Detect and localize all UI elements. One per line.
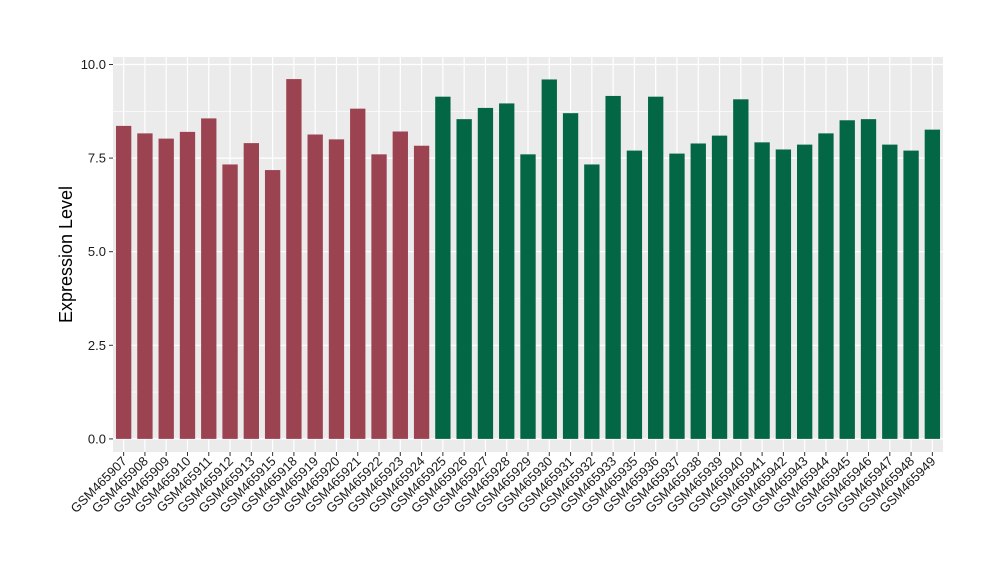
bar-GSM465946 [860,119,877,439]
bar-GSM465912 [222,164,238,439]
bar-GSM465923 [392,131,408,439]
bar-GSM465927 [477,107,494,439]
bar-GSM465930 [541,79,557,439]
bar-GSM465911 [201,118,217,439]
bar-GSM465931 [562,113,579,439]
bar-GSM465929 [520,154,536,439]
bars [115,79,941,439]
y-tick-label: 7.5 [88,151,106,166]
bar-GSM465937 [669,153,685,439]
bar-GSM465918 [286,79,302,439]
bar-GSM465921 [350,108,366,439]
bar-GSM465915 [264,170,281,439]
y-tick-label: 2.5 [88,338,106,353]
bar-GSM465910 [179,131,196,439]
bar-GSM465932 [584,164,600,439]
x-axis: GSM465907GSM465908GSM465909GSM465910GSM4… [68,452,938,516]
bar-GSM465940 [733,99,749,439]
y-axis: 0.0 2.5 5.0 7.5 10.0 [81,57,113,446]
bar-GSM465947 [882,144,898,439]
bar-GSM465949 [924,129,941,439]
bar-GSM465908 [137,133,153,439]
bar-GSM465925 [435,96,451,439]
bar-GSM465909 [158,138,174,439]
bar-GSM465922 [371,154,387,439]
bar-GSM465926 [456,119,472,439]
bar-GSM465943 [797,144,813,439]
y-tick-label: 0.0 [88,431,106,446]
bar-GSM465938 [690,143,706,439]
bar-GSM465933 [605,95,621,439]
y-axis-title: Expression Level [56,186,76,323]
bar-GSM465936 [648,96,664,439]
bar-GSM465942 [775,149,792,439]
y-tick-label: 5.0 [88,244,106,259]
bar-GSM465924 [413,145,430,439]
y-tick-label: 10.0 [81,57,106,72]
bar-GSM465919 [307,134,323,439]
bar-GSM465913 [243,143,259,439]
bar-GSM465945 [839,120,855,439]
bar-GSM465935 [626,150,643,439]
bar-GSM465948 [903,150,919,439]
bar-GSM465928 [499,103,515,439]
bar-GSM465939 [711,135,728,439]
bar-GSM465944 [818,133,834,439]
bar-GSM465920 [328,139,345,439]
bar-GSM465941 [754,142,770,439]
bar-GSM465907 [115,125,132,439]
